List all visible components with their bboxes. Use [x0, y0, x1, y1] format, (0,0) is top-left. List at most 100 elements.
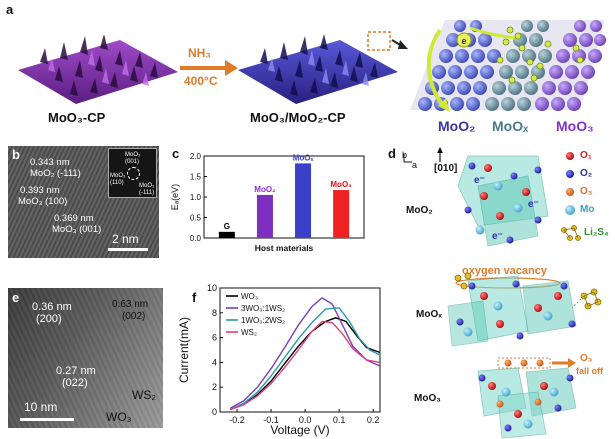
- y-tick-label: 2.0: [190, 152, 202, 161]
- temperature-label: 400°C: [184, 74, 218, 88]
- y-tick-label: 6: [212, 333, 217, 343]
- e-scale-bar-label: 10 nm: [24, 400, 58, 414]
- svg-text:e: e: [461, 36, 466, 46]
- e-ws2-label: WS₂: [132, 388, 156, 402]
- b-plane2: MoO₃ (100): [18, 196, 68, 207]
- legend-label: WS₂: [241, 328, 257, 337]
- x-tick-label: 0.1: [333, 415, 346, 425]
- x-tick-label: -0.1: [263, 415, 279, 425]
- y-tick-label: 2: [212, 382, 217, 392]
- b-scale-bar-label: 2 nm: [112, 232, 139, 246]
- zone-moo3-balls: [535, 20, 606, 111]
- b-d3: 0.369 nm: [54, 213, 94, 224]
- b-d2: 0.393 nm: [20, 185, 60, 196]
- moo3-cp-sheet: [18, 34, 178, 104]
- e-wo3-label: WO₃: [106, 410, 132, 424]
- b-plane1: MoO₂ (-111): [30, 168, 81, 179]
- crystal-slab: e: [410, 20, 606, 112]
- x-tick-label: 0.2: [367, 415, 380, 425]
- panel-b: b 0.343 nm MoO₂ (-111) 0.393 nm MoO₃ (10…: [8, 146, 159, 258]
- y-tick-label: 0.5: [190, 214, 202, 223]
- moo2-structure: [457, 155, 549, 247]
- legend-o3-icon: [566, 188, 574, 196]
- electron-label-2: e⁻: [528, 199, 539, 210]
- direction-label: [010]: [434, 163, 458, 174]
- panel-c: c 0.0 0.5 1.0 1.5 2.0 G MoO₂ MoOₓ MoO₃ Host mater…: [164, 146, 374, 258]
- legend-o2-icon: [566, 170, 574, 178]
- electron-label-1: e⁻: [474, 175, 485, 186]
- y-axis-label: Eₐ(eV): [170, 184, 180, 210]
- legend-label: 3WO₃:1WS₂: [241, 304, 285, 313]
- polysulfide-clusters: [496, 26, 584, 84]
- series-line: [229, 297, 381, 409]
- oxygen-vacancy-label: oxygen vacancy: [462, 265, 547, 277]
- bar: [333, 190, 350, 238]
- bar: [256, 194, 273, 238]
- electron-icon: e: [456, 32, 472, 48]
- nh3-arrow: [180, 60, 238, 76]
- plot-frame: [219, 287, 381, 413]
- x-axis-label: Host materials: [255, 243, 314, 253]
- axis-b-label: b: [402, 150, 408, 160]
- legend-label: 1WO₃:2WS₂: [241, 316, 285, 325]
- panel-d-letter: d: [388, 146, 396, 161]
- fall-off-label: fall off: [576, 366, 603, 376]
- bar-label: MoO₃: [330, 180, 352, 189]
- zone-moo2-balls: [418, 20, 501, 111]
- y-tick-label: 1.5: [190, 173, 202, 182]
- electron-label-3: e⁻: [492, 231, 503, 242]
- series-line: [229, 320, 381, 411]
- y-tick-label: 10: [207, 283, 217, 293]
- moo3-structure: [477, 367, 577, 439]
- bar: [218, 231, 235, 238]
- panel-f-letter: f: [192, 290, 197, 305]
- panel-e-letter: e: [12, 290, 20, 305]
- legend-label: WO₃: [241, 292, 258, 301]
- e-plane2: (002): [122, 311, 146, 322]
- e-plane1: (200): [36, 313, 62, 325]
- mox-structure: [447, 272, 602, 347]
- e-d2: 0.63 nm: [112, 299, 149, 310]
- panel-d: d b a [010]: [388, 146, 615, 439]
- zone-label-moo2: MoO₂: [438, 118, 476, 134]
- crystal-structures: [403, 147, 602, 439]
- bar-label: MoO₂: [254, 185, 276, 194]
- y-tick-label: 0.0: [190, 234, 202, 243]
- legend-o2-label: O₂: [580, 168, 593, 179]
- y-tick-label: 0: [212, 407, 217, 417]
- y-tick-label: 4: [212, 357, 217, 367]
- panel-a: a: [0, 0, 615, 143]
- row-label-moo2: MoO₂: [406, 205, 433, 216]
- panel-e: e 0.36 nm (200) 0.63 nm (002) 0.27 nm (0…: [8, 288, 163, 428]
- legend-mo-label: Mo: [580, 204, 595, 215]
- e-d3: 0.27 nm: [56, 365, 96, 377]
- x-tick-label: 0.0: [299, 415, 312, 425]
- zone-label-moo3: MoO₃: [556, 118, 594, 134]
- moo3-cp-caption: MoO₃-CP: [48, 110, 106, 125]
- b-plane3: MoO₃ (001): [52, 224, 102, 235]
- y-tick-label: 8: [212, 308, 217, 318]
- e-d1: 0.36 nm: [32, 301, 72, 313]
- line-chart: -0.2 -0.1 0.0 0.1 0.2 0 2 4 6 8 10 WO₃ 3WO₃:1WS₂ 1WO₃…: [177, 283, 381, 437]
- bar-label: MoOₓ: [293, 153, 314, 162]
- series-line: [229, 307, 381, 411]
- o3-fall-label: O₃: [580, 353, 593, 364]
- e-plane3: (022): [62, 377, 88, 389]
- legend-o1-label: O₁: [580, 150, 592, 161]
- x-axis-label: Voltage (V): [270, 423, 329, 437]
- bar-label: G: [224, 222, 230, 231]
- legend-mo-icon: [565, 205, 575, 215]
- row-label-mox: MoOₓ: [416, 309, 442, 320]
- b-d1: 0.343 nm: [30, 157, 70, 168]
- legend-o3-label: O₃: [580, 186, 593, 197]
- b-scale-bar-line: [108, 248, 148, 251]
- legend-li2s4-label: Li₂S₄: [584, 227, 609, 238]
- panel-f: f -0.2 -0.1 0.0 0.1 0.2 0 2 4 6 8 10 WO₃ 3WO₃:1WS₂ 1W…: [168, 278, 388, 439]
- b-fft-inset: MoO₃ (001) MoO₃ (110) MoO₃ (-111): [108, 148, 157, 198]
- bar-chart: 0.0 0.5 1.0 1.5 2.0 G MoO₂ MoOₓ MoO₃ Host materia…: [170, 152, 365, 253]
- panel-c-letter: c: [172, 146, 180, 161]
- y-tick-label: 1.0: [190, 193, 202, 202]
- legend-li2s4-icon: [561, 225, 581, 241]
- moo3-moo2-cp-sheet: [238, 31, 398, 104]
- nh3-label: NH₃: [188, 46, 211, 60]
